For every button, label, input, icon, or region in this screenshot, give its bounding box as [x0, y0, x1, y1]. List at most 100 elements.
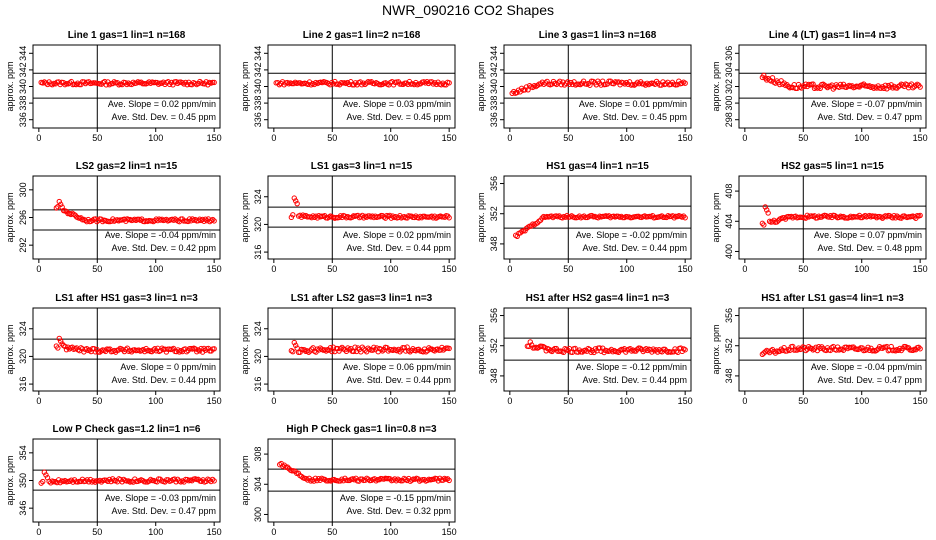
y-tick-label: 344 [253, 46, 263, 61]
data-point [424, 348, 431, 354]
y-tick-label: 344 [489, 46, 499, 61]
x-tick-label: 150 [678, 133, 693, 143]
stat-slope: Ave. Slope = 0.02 ppm/min [343, 230, 451, 240]
data-point [878, 85, 884, 91]
stat-stddev: Ave. Std. Dev. = 0.47 ppm [818, 112, 922, 122]
plot-frame [267, 307, 456, 392]
data-point [446, 345, 452, 352]
data-point [917, 212, 923, 219]
x-tick-label: 0 [36, 527, 41, 537]
stat-slope: Ave. Slope = 0 ppm/min [120, 362, 216, 372]
data-point [659, 213, 665, 219]
stat-stddev: Ave. Std. Dev. = 0.32 ppm [347, 506, 451, 516]
data-point [544, 78, 550, 85]
y-tick-label: 356 [489, 176, 499, 191]
data-point [202, 216, 209, 222]
x-tick-label: 50 [798, 396, 808, 406]
plot-frame [503, 175, 692, 260]
panel-6: LS1 gas=3 lin=1 n=15 0 50 100 150 316 320 324ap… [240, 161, 457, 274]
y-tick-label: 296 [18, 210, 28, 225]
data-point [542, 80, 549, 86]
y-tick-label: 400 [724, 244, 734, 259]
y-tick-label: 356 [724, 308, 734, 323]
data-point [378, 346, 384, 353]
y-tick-label: 324 [253, 189, 263, 204]
x-tick-label: 150 [678, 396, 693, 406]
data-point [784, 348, 790, 354]
plot-frame [503, 307, 692, 392]
y-tick-label: 342 [253, 62, 263, 77]
figure-title: NWR_090216 CO2 Shapes [382, 2, 554, 18]
stat-stddev: Ave. Std. Dev. = 0.44 ppm [347, 375, 451, 385]
y-tick-label: 300 [253, 507, 263, 522]
panel-title: LS1 after LS2 gas=3 lin=1 n=3 [291, 293, 433, 304]
stat-slope: Ave. Slope = 0.02 ppm/min [108, 99, 216, 109]
panel-4: Line 4 (LT) gas=1 lin=4 n=30 50 100 1502983… [711, 30, 928, 143]
y-tick-label: 354 [18, 445, 28, 460]
data-point [774, 219, 780, 225]
x-tick-label: 150 [442, 527, 457, 537]
y-axis-label: approx. ppm [240, 455, 250, 505]
stat-slope: Ave. Slope = -0.12 ppm/min [576, 362, 687, 372]
stat-slope: Ave. Slope = 0.03 ppm/min [343, 99, 451, 109]
y-tick-label: 342 [489, 62, 499, 77]
x-tick-label: 100 [619, 133, 634, 143]
x-tick-label: 0 [36, 133, 41, 143]
x-tick-label: 150 [913, 264, 928, 274]
stat-stddev: Ave. Std. Dev. = 0.44 ppm [583, 375, 687, 385]
data-point [539, 215, 545, 221]
x-tick-label: 0 [742, 396, 747, 406]
y-axis-label: approx. ppm [476, 192, 486, 242]
data-point [514, 233, 520, 239]
data-point [55, 477, 62, 483]
y-tick-label: 316 [253, 245, 263, 260]
data-point [826, 214, 832, 220]
data-point [55, 345, 61, 351]
y-tick-label: 346 [18, 501, 28, 516]
data-point [310, 213, 316, 219]
data-point [43, 472, 49, 478]
data-point [41, 469, 48, 475]
panel-10: LS1 after LS2 gas=3 lin=1 n=3 0 50 100 150 31… [240, 293, 457, 406]
panel-title: Line 1 gas=1 lin=1 n=168 [68, 30, 186, 41]
x-tick-label: 150 [207, 264, 222, 274]
panel-title: Low P Check gas=1.2 lin=1 n=6 [53, 424, 201, 435]
plot-frame [267, 438, 456, 523]
y-axis-label: approx. ppm [240, 324, 250, 374]
data-point [678, 345, 684, 351]
plot-frame [738, 175, 927, 260]
y-axis-label: approx. ppm [5, 324, 15, 374]
x-tick-label: 50 [563, 396, 573, 406]
data-point [649, 349, 655, 355]
data-point [176, 349, 183, 355]
data-point [917, 84, 923, 90]
y-tick-label: 352 [489, 206, 499, 221]
data-point [522, 87, 528, 93]
panel-title: HS1 after HS2 gas=4 lin=1 n=3 [526, 293, 670, 304]
x-tick-label: 150 [442, 264, 457, 274]
y-axis-label: approx. ppm [5, 61, 15, 111]
data-point [588, 349, 594, 355]
data-point [311, 478, 317, 484]
stat-slope: Ave. Slope = 0.06 ppm/min [343, 362, 451, 372]
y-tick-label: 338 [489, 96, 499, 111]
data-point [361, 215, 367, 221]
data-point [759, 220, 766, 227]
data-point [840, 347, 847, 353]
stat-slope: Ave. Slope = -0.15 ppm/min [340, 493, 451, 503]
y-tick-label: 336 [489, 112, 499, 127]
data-point [154, 479, 160, 485]
data-point [527, 339, 533, 345]
x-tick-label: 100 [383, 396, 398, 406]
y-tick-label: 348 [489, 236, 499, 251]
data-point [68, 78, 75, 85]
y-tick-label: 300 [18, 182, 28, 197]
y-tick-label: 340 [489, 79, 499, 94]
stat-slope: Ave. Slope = -0.02 ppm/min [576, 230, 687, 240]
data-point [322, 476, 328, 483]
data-point [432, 80, 438, 86]
x-tick-label: 50 [327, 264, 337, 274]
panel-title: High P Check gas=1 lin=0.8 n=3 [286, 424, 437, 435]
y-tick-label: 340 [253, 79, 263, 94]
